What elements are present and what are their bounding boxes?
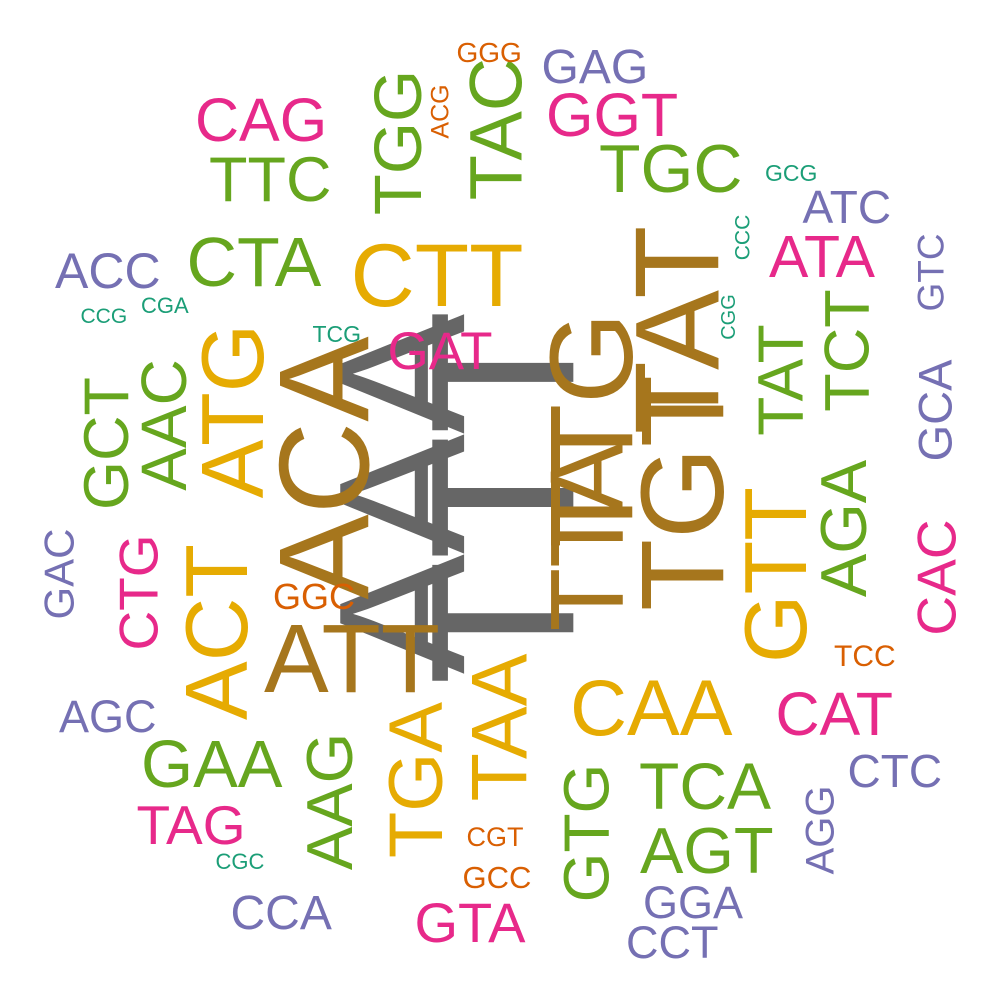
word-ATG: ATG (183, 323, 283, 499)
word-GAG: GAG (541, 41, 649, 94)
word-ATT: ATT (264, 603, 441, 713)
word-TGC: TGC (599, 131, 743, 207)
word-CAC: CAC (905, 518, 968, 636)
word-CTA: CTA (186, 223, 322, 301)
word-TCC: TCC (834, 640, 896, 673)
word-AGC: AGC (59, 690, 157, 742)
word-TAT-green: TAT (744, 324, 817, 436)
word-AGT: AGT (640, 813, 774, 887)
word-GGC: GGC (273, 576, 356, 617)
word-TCA: TCA (639, 749, 771, 823)
word-TCG: TCG (312, 320, 362, 347)
word-CGC: CGC (215, 849, 265, 874)
word-CTG: CTG (107, 533, 170, 651)
word-AGG: AGG (797, 785, 842, 875)
word-TCT: TCT (812, 288, 883, 412)
word-ATC: ATC (802, 181, 892, 233)
word-TGA: TGA (374, 701, 460, 859)
word-GAT: GAT (387, 321, 493, 381)
word-AAG: AAG (292, 732, 366, 870)
word-TTC: TTC (209, 144, 332, 215)
word-CAT: CAT (775, 679, 893, 748)
word-CCG: CCG (80, 304, 128, 328)
word-GTC: GTC (910, 232, 952, 312)
word-ATA: ATA (769, 223, 875, 290)
word-CGT: CGT (466, 821, 524, 852)
word-CTT: CTT (350, 224, 524, 325)
word-CGA: CGA (141, 293, 189, 318)
word-CGG: CGG (717, 294, 740, 340)
word-CCA: CCA (230, 887, 332, 940)
word-GCC: GCC (462, 859, 532, 895)
word-GAA: GAA (141, 726, 283, 802)
word-GCA: GCA (908, 359, 962, 461)
word-TAC: TAC (453, 57, 537, 201)
word-AGA: AGA (806, 459, 880, 597)
word-CCC: CCC (731, 214, 755, 260)
word-CCT: CCT (626, 916, 719, 968)
word-GGG: GGG (456, 37, 522, 68)
word-GCG: GCG (765, 159, 818, 186)
word-TGG: TGG (360, 69, 436, 215)
word-GAC: GAC (35, 528, 83, 620)
word-ACT: ACT (167, 544, 266, 720)
word-TAG: TAG (136, 793, 246, 856)
word-GTA: GTA (414, 891, 526, 954)
word-ACG: ACG (426, 83, 455, 139)
word-GGT: GGT (546, 80, 679, 149)
word-ACC: ACC (55, 243, 161, 299)
word-GCT: GCT (71, 376, 142, 510)
word-CAA: CAA (570, 662, 733, 752)
word-CAG: CAG (195, 85, 328, 154)
word-GTG: GTG (549, 763, 622, 903)
word-TAA: TAA (454, 653, 544, 801)
word-CTC: CTC (847, 745, 943, 797)
word-GGA: GGA (643, 876, 744, 928)
